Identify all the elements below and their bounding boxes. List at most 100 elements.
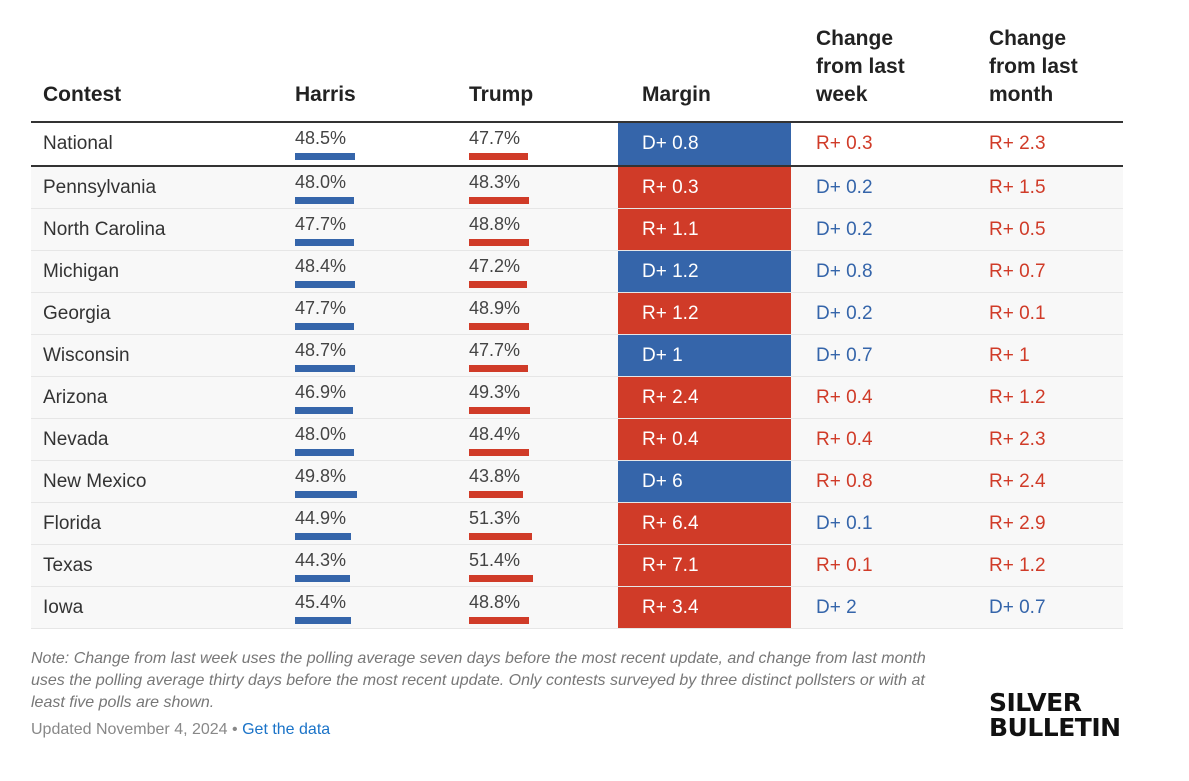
change-week: D+ 0.2 (816, 218, 873, 240)
trump-bar (469, 281, 527, 288)
margin-value: R+ 6.4 (618, 503, 791, 544)
trump-cell: 49.3% (469, 377, 530, 418)
table-row: Wisconsin 48.7% 47.7% D+ 1 D+ 0.7 R+ 1 (31, 335, 1123, 377)
contest-name: Florida (43, 512, 102, 534)
contest-name: Iowa (43, 596, 84, 618)
harris-cell: 48.4% (295, 251, 355, 292)
margin-value: R+ 0.4 (618, 419, 791, 460)
header-change-week: Change from last week (816, 25, 926, 109)
change-week: D+ 0.2 (816, 176, 873, 198)
margin-value: R+ 1.2 (618, 293, 791, 334)
trump-cell: 48.3% (469, 167, 529, 208)
header-month-line: Change (989, 27, 1067, 50)
change-week: D+ 0.2 (816, 302, 873, 324)
harris-bar (295, 575, 350, 582)
header-month-line: from last (989, 55, 1078, 78)
header-contest: Contest (43, 83, 122, 106)
trump-cell: 48.4% (469, 419, 529, 460)
harris-percent: 48.5% (295, 128, 347, 148)
harris-percent: 48.0% (295, 424, 347, 444)
harris-bar (295, 533, 351, 540)
margin-value: R+ 2.4 (618, 377, 791, 418)
harris-cell: 47.7% (295, 209, 354, 250)
harris-bar (295, 449, 354, 456)
trump-percent: 48.3% (469, 172, 521, 192)
change-month: R+ 2.3 (989, 133, 1046, 154)
table-row: National 48.5% 47.7% D+ 0.8 R+ 0.3 R+ 2.3 (31, 123, 1123, 167)
change-week: R+ 0.4 (816, 428, 873, 450)
trump-cell: 48.9% (469, 293, 529, 334)
change-month: R+ 0.5 (989, 218, 1046, 240)
trump-percent: 47.7% (469, 340, 521, 360)
contest-name: National (43, 133, 113, 154)
table-row: Pennsylvania 48.0% 48.3% R+ 0.3 D+ 0.2 R+ 1.5 (31, 167, 1123, 209)
trump-percent: 51.4% (469, 550, 521, 570)
trump-cell: 51.4% (469, 545, 533, 586)
contest-name: Texas (43, 554, 93, 576)
harris-cell: 46.9% (295, 377, 353, 418)
harris-bar (295, 153, 355, 160)
change-month: R+ 0.1 (989, 302, 1046, 324)
header-trump: Trump (469, 83, 534, 106)
trump-bar (469, 407, 530, 414)
harris-cell: 48.0% (295, 419, 354, 460)
harris-bar (295, 407, 353, 414)
change-month: R+ 1.2 (989, 554, 1046, 576)
harris-percent: 48.0% (295, 172, 347, 192)
trump-bar (469, 197, 529, 204)
header-week-line: Change (816, 27, 894, 50)
margin-value: R+ 0.3 (618, 167, 791, 208)
harris-bar (295, 491, 357, 498)
contest-name: Pennsylvania (43, 176, 157, 198)
trump-percent: 47.2% (469, 256, 521, 276)
trump-bar (469, 239, 529, 246)
table-row: New Mexico 49.8% 43.8% D+ 6 R+ 0.8 R+ 2.4 (31, 461, 1123, 503)
separator-dot: • (232, 721, 238, 738)
harris-cell: 45.4% (295, 587, 351, 628)
trump-percent: 48.8% (469, 214, 521, 234)
table-row: North Carolina 47.7% 48.8% R+ 1.1 D+ 0.2 R+ 0… (31, 209, 1123, 251)
harris-cell: 48.0% (295, 167, 354, 208)
margin-value: D+ 0.8 (618, 123, 791, 165)
table-row: Texas 44.3% 51.4% R+ 7.1 R+ 0.1 R+ 1.2 (31, 545, 1123, 587)
header-change-month: Change from last month (989, 25, 1099, 109)
table-row: Florida 44.9% 51.3% R+ 6.4 D+ 0.1 R+ 2.9 (31, 503, 1123, 545)
trump-percent: 49.3% (469, 382, 521, 402)
harris-cell: 48.5% (295, 123, 355, 165)
silver-bulletin-logo: SILVER BULLETIN (989, 690, 1121, 740)
table-row: Iowa 45.4% 48.8% R+ 3.4 D+ 2 D+ 0.7 (31, 587, 1123, 629)
harris-percent: 48.7% (295, 340, 347, 360)
harris-bar (295, 365, 355, 372)
table-row: Michigan 48.4% 47.2% D+ 1.2 D+ 0.8 R+ 0.7 (31, 251, 1123, 293)
header-week-line: week (816, 83, 868, 106)
get-the-data-link[interactable]: Get the data (242, 721, 331, 738)
change-week: D+ 2 (816, 596, 857, 618)
harris-cell: 47.7% (295, 293, 354, 334)
harris-cell: 48.7% (295, 335, 355, 376)
polling-table: Contest Harris Trump Margin Change from … (31, 0, 1123, 629)
trump-bar (469, 491, 523, 498)
trump-percent: 48.8% (469, 592, 521, 612)
contest-name: Arizona (43, 386, 108, 408)
harris-bar (295, 281, 355, 288)
change-week: R+ 0.4 (816, 386, 873, 408)
margin-value: D+ 1.2 (618, 251, 791, 292)
harris-bar (295, 239, 354, 246)
table-row: Georgia 47.7% 48.9% R+ 1.2 D+ 0.2 R+ 0.1 (31, 293, 1123, 335)
updated-date: Updated November 4, 2024 (31, 721, 228, 738)
header-week-line: from last (816, 55, 905, 78)
harris-percent: 47.7% (295, 298, 347, 318)
trump-percent: 51.3% (469, 508, 521, 528)
trump-cell: 47.2% (469, 251, 527, 292)
contest-name: New Mexico (43, 470, 147, 492)
margin-value: R+ 3.4 (618, 587, 791, 628)
trump-bar (469, 153, 528, 160)
trump-cell: 48.8% (469, 587, 529, 628)
harris-cell: 44.9% (295, 503, 351, 544)
trump-percent: 48.9% (469, 298, 521, 318)
harris-percent: 49.8% (295, 466, 347, 486)
harris-bar (295, 197, 354, 204)
change-month: R+ 2.9 (989, 512, 1046, 534)
trump-bar (469, 365, 528, 372)
trump-bar (469, 617, 529, 624)
